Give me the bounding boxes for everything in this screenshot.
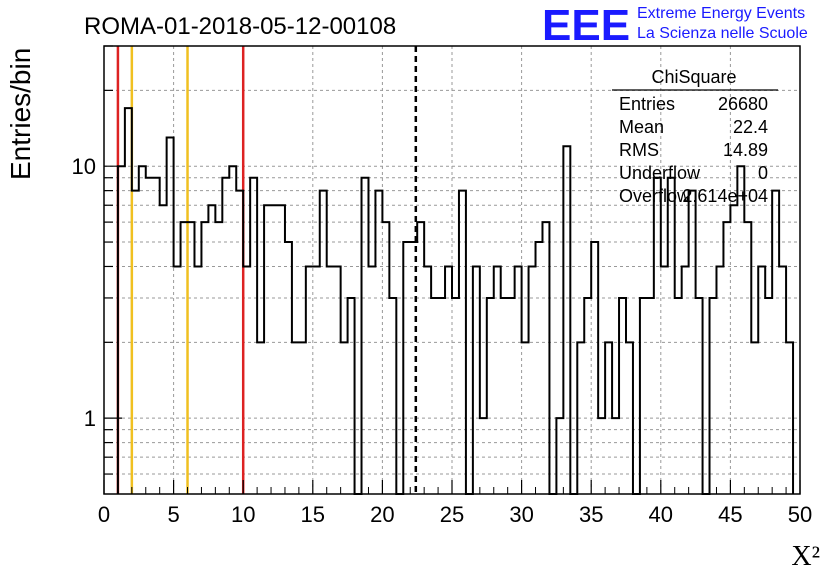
logo-line-1: Extreme Energy Events	[637, 5, 805, 22]
x-tick-label: 15	[301, 502, 325, 527]
axis-ticks: 0 5 10 15 20 25 30 35 40 45 50 1 10	[72, 45, 812, 527]
stats-label-entries: Entries	[619, 94, 675, 114]
chart-title: ROMA-01-2018-05-12-00108	[84, 13, 396, 40]
reference-lines	[116, 46, 418, 494]
x-axis-label: X²	[791, 541, 820, 572]
y-tick-label: 1	[84, 406, 96, 431]
x-tick-label: 30	[509, 502, 533, 527]
stats-value-entries: 26680	[718, 94, 768, 114]
x-tick-label: 0	[98, 502, 110, 527]
x-tick-label: 40	[649, 502, 673, 527]
stats-box: ChiSquare Entries 26680 Mean 22.4 RMS 14…	[612, 67, 778, 206]
logo-line-2: La Scienza nelle Scuole	[637, 25, 808, 42]
x-tick-label: 50	[788, 502, 812, 527]
stats-box-title: ChiSquare	[651, 67, 736, 87]
stats-label-underflow: Underflow	[619, 163, 701, 183]
stats-value-overflow: 2.614e+04	[682, 186, 768, 206]
eee-logo: EEE	[542, 1, 630, 50]
stats-label-overflow: Overflow	[619, 186, 691, 206]
y-tick-label: 10	[72, 154, 96, 179]
x-tick-label: 35	[579, 502, 603, 527]
x-tick-label: 45	[718, 502, 742, 527]
x-tick-label: 20	[370, 502, 394, 527]
x-tick-label: 5	[167, 502, 179, 527]
x-tick-label: 10	[231, 502, 255, 527]
stats-value-mean: 22.4	[733, 117, 768, 137]
stats-value-rms: 14.89	[723, 140, 768, 160]
y-axis-label: Entries/bin	[5, 48, 36, 180]
stats-value-underflow: 0	[758, 163, 768, 183]
stats-label-rms: RMS	[619, 140, 659, 160]
stats-label-mean: Mean	[619, 117, 664, 137]
x-tick-label: 25	[440, 502, 464, 527]
